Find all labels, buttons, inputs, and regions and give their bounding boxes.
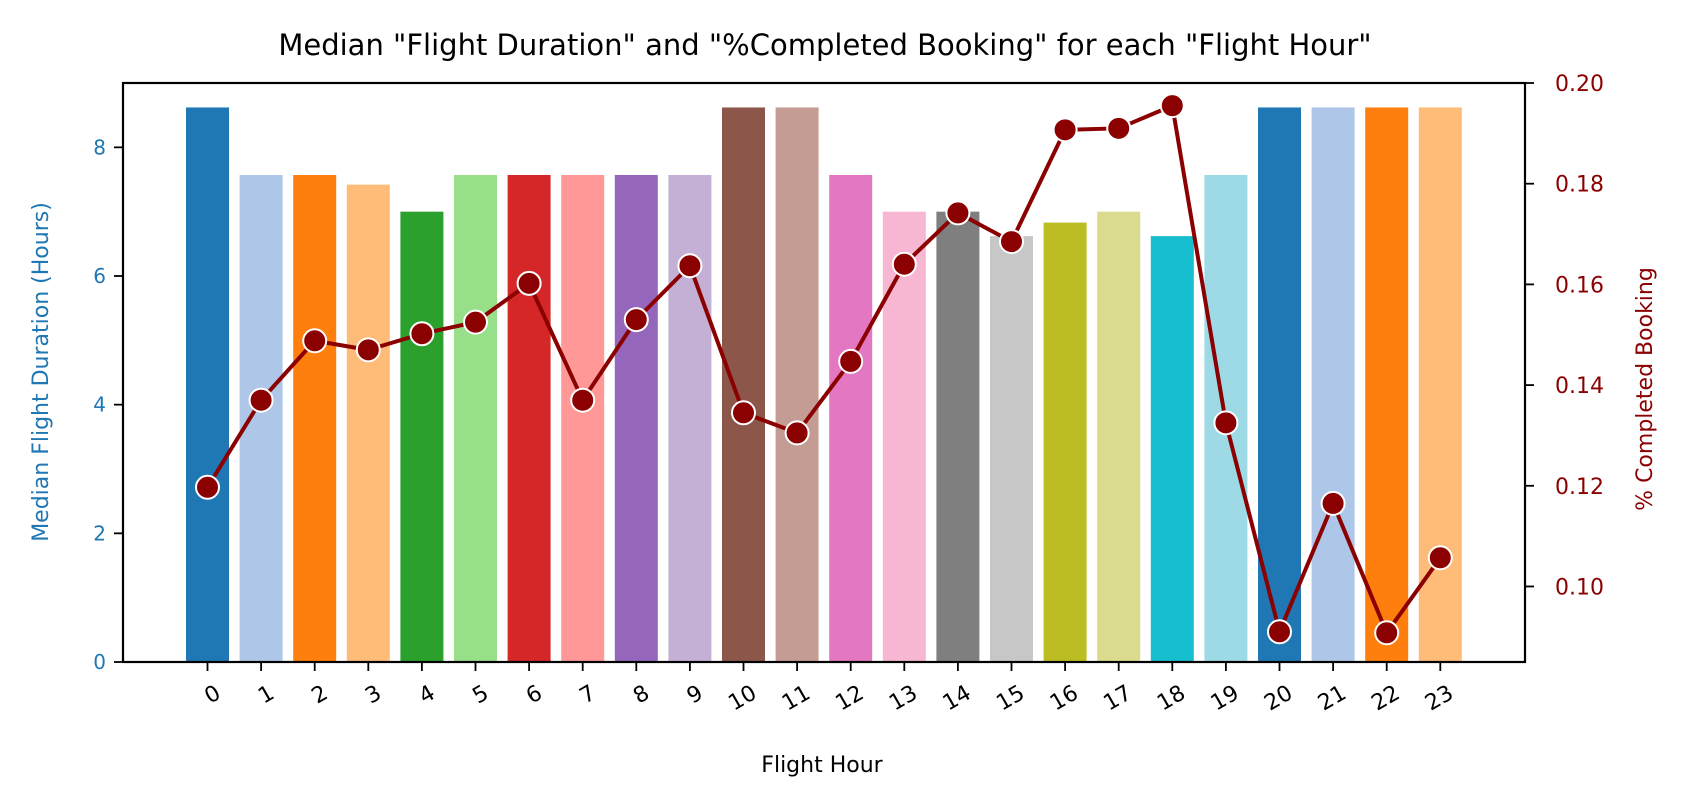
bar-hour-13 — [882, 211, 926, 662]
right-tick-label: 0.20 — [1555, 72, 1604, 97]
x-tick-label: 6 — [522, 681, 547, 710]
line-point-hour-1 — [248, 387, 274, 413]
line-point-hour-2 — [302, 328, 328, 354]
bar-hour-21 — [1311, 107, 1355, 663]
chart-title: Median "Flight Duration" and "%Completed… — [278, 28, 1371, 62]
line-point-hour-22 — [1374, 620, 1400, 646]
right-tick-label: 0.10 — [1555, 575, 1604, 600]
bar-hour-3 — [346, 184, 390, 662]
x-axis-label: Flight Hour — [761, 753, 883, 778]
x-tick-label: 23 — [1421, 681, 1458, 717]
x-tick-label: 4 — [415, 681, 440, 710]
bar-hour-16 — [1043, 222, 1087, 662]
x-tick-label: 22 — [1368, 681, 1405, 717]
x-tick-label: 10 — [724, 681, 761, 717]
x-tick-label: 3 — [361, 681, 386, 710]
x-tick-label: 20 — [1260, 681, 1297, 717]
x-tick-label: 12 — [832, 681, 869, 717]
x-tick-label: 15 — [992, 681, 1029, 717]
line-point-hour-6 — [516, 270, 542, 296]
right-tick-label: 0.16 — [1555, 273, 1604, 298]
right-tick-label: 0.12 — [1555, 475, 1604, 500]
plot-frame — [121, 81, 1527, 664]
bar-hour-12 — [829, 174, 873, 662]
line-point-hour-10 — [731, 400, 756, 426]
line-point-hour-4 — [409, 321, 435, 347]
line-point-hour-13 — [891, 251, 917, 277]
x-tick-label: 9 — [683, 681, 708, 710]
bar-hour-5 — [454, 174, 497, 662]
bar-series — [186, 107, 1462, 663]
left-tick-label: 2 — [93, 521, 106, 545]
left-tick-label: 0 — [93, 650, 106, 674]
bar-hour-2 — [293, 174, 337, 662]
line-point-hour-18 — [1159, 93, 1185, 119]
line-point-hour-12 — [838, 348, 864, 374]
left-tick-label: 6 — [93, 264, 106, 288]
right-tick-label: 0.14 — [1555, 374, 1604, 399]
right-axis-label: % Completed Booking — [1633, 267, 1658, 511]
line-point-hour-16 — [1052, 117, 1078, 143]
bar-hour-14 — [936, 211, 980, 662]
bar-hour-9 — [668, 174, 712, 662]
line-series — [195, 93, 1453, 646]
bar-hour-15 — [990, 236, 1033, 662]
x-tick-label: 5 — [468, 681, 493, 710]
bar-hour-11 — [775, 107, 819, 663]
left-tick-label: 4 — [93, 393, 106, 417]
bar-hour-17 — [1097, 211, 1141, 662]
x-tick-label: 1 — [254, 681, 279, 710]
line-point-hour-17 — [1106, 115, 1132, 141]
left-axis-label: Median Flight Duration (Hours) — [29, 202, 54, 542]
bar-hour-4 — [400, 211, 444, 662]
bar-hour-6 — [507, 174, 551, 662]
line-point-hour-14 — [945, 200, 971, 226]
x-tick-label: 0 — [200, 681, 225, 710]
x-tick-label: 19 — [1207, 681, 1244, 717]
line-point-hour-8 — [623, 307, 649, 333]
line-point-hour-23 — [1427, 545, 1453, 571]
line-point-hour-11 — [784, 420, 810, 446]
x-tick-label: 13 — [885, 681, 922, 717]
line-point-hour-20 — [1267, 619, 1292, 645]
x-tick-label: 21 — [1314, 681, 1351, 717]
x-tick-label: 16 — [1046, 681, 1083, 717]
x-tick-label: 11 — [778, 681, 815, 717]
bar-hour-22 — [1365, 107, 1409, 663]
line-point-hour-3 — [355, 337, 381, 363]
bar-hour-7 — [561, 174, 605, 662]
x-tick-label: 17 — [1100, 681, 1137, 717]
bar-hour-18 — [1150, 236, 1194, 662]
x-tick-label: 14 — [939, 681, 976, 717]
bar-hour-1 — [239, 174, 283, 662]
line-point-hour-19 — [1213, 410, 1239, 436]
bar-hour-8 — [614, 174, 658, 662]
line-point-hour-5 — [463, 309, 488, 335]
right-tick-label: 0.18 — [1555, 173, 1604, 198]
line-point-hour-21 — [1320, 490, 1346, 516]
left-tick-label: 8 — [93, 135, 106, 159]
x-tick-label: 18 — [1153, 681, 1190, 717]
line-point-hour-9 — [677, 253, 703, 279]
x-tick-label: 8 — [629, 681, 654, 710]
line-point-hour-7 — [570, 387, 596, 413]
x-tick-label: 7 — [576, 681, 601, 710]
bar-hour-0 — [186, 107, 229, 663]
line-point-hour-15 — [999, 229, 1024, 255]
line-point-hour-0 — [195, 474, 220, 500]
bar-hour-10 — [722, 107, 765, 663]
completed-booking-line — [205, 103, 1442, 635]
x-tick-label: 2 — [308, 681, 333, 710]
